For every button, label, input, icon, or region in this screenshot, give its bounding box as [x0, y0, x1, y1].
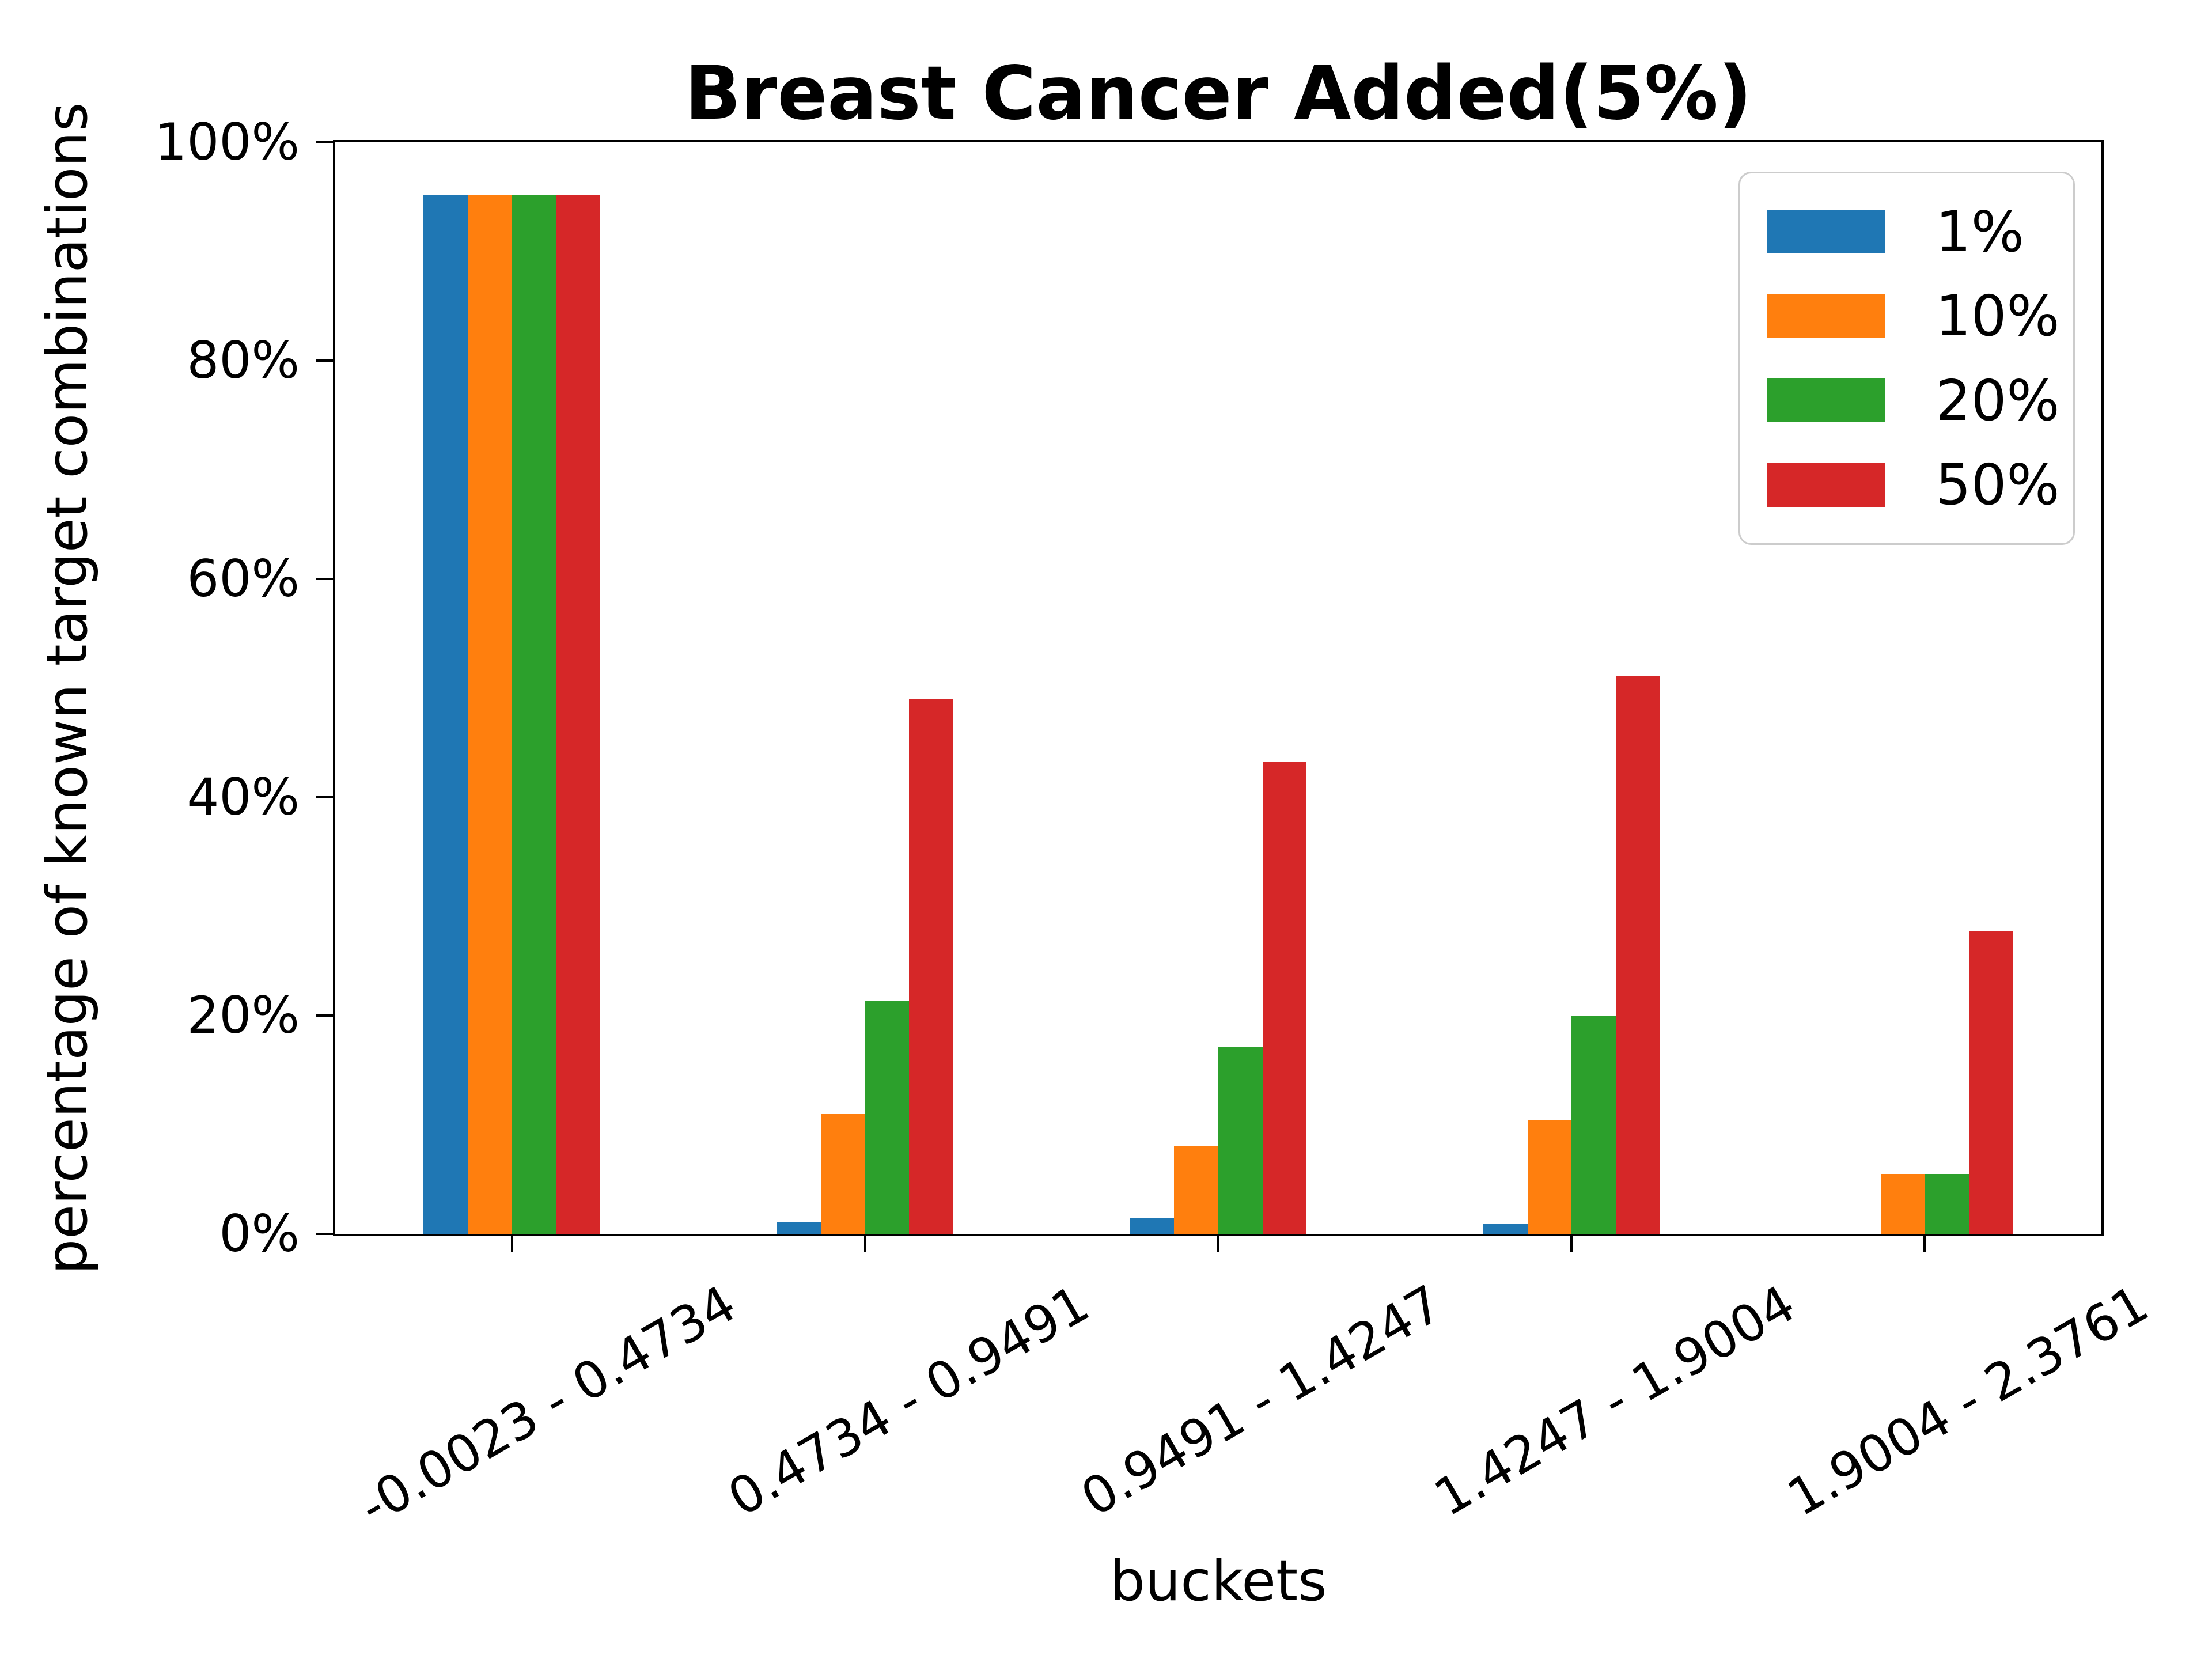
legend-swatch-icon — [1767, 463, 1885, 507]
legend-item: 20% — [1767, 368, 2060, 433]
legend-label: 1% — [1936, 199, 2024, 264]
bar-20%-cat0 — [512, 194, 556, 1234]
x-tick-mark — [510, 1234, 513, 1252]
y-tick-mark — [316, 141, 335, 143]
legend-label: 50% — [1936, 452, 2060, 518]
bar-20%-cat4 — [1925, 1173, 1969, 1234]
bar-1%-cat2 — [1130, 1218, 1175, 1234]
bar-20%-cat2 — [1218, 1047, 1263, 1234]
y-axis-label: percentage of known target combinations — [35, 102, 100, 1275]
bar-50%-cat2 — [1262, 762, 1307, 1234]
x-axis-label: buckets — [1109, 1548, 1327, 1613]
y-tick-label: 20% — [187, 986, 300, 1045]
bar-10%-cat3 — [1527, 1120, 1572, 1234]
bar-50%-cat3 — [1615, 676, 1660, 1234]
bar-50%-cat4 — [1969, 931, 2013, 1234]
bar-20%-cat1 — [865, 1001, 910, 1234]
legend: 1% 10% 20% 50% — [1738, 172, 2075, 545]
bar-10%-cat1 — [821, 1113, 865, 1234]
legend-swatch-icon — [1767, 210, 1885, 254]
y-tick-label: 40% — [187, 767, 300, 827]
y-tick-label: 80% — [187, 331, 300, 390]
x-tick-mark — [1923, 1234, 1926, 1252]
y-tick-mark — [316, 796, 335, 798]
bar-50%-cat1 — [909, 699, 954, 1234]
x-tick-mark — [1217, 1234, 1219, 1252]
y-tick-label: 0% — [219, 1204, 300, 1263]
y-tick-mark — [316, 1233, 335, 1235]
legend-swatch-icon — [1767, 294, 1885, 338]
y-tick-label: 100% — [154, 112, 300, 172]
legend-swatch-icon — [1767, 378, 1885, 423]
y-tick-mark — [316, 359, 335, 362]
bar-1%-cat1 — [777, 1222, 821, 1234]
legend-label: 20% — [1936, 368, 2060, 433]
bar-20%-cat3 — [1571, 1016, 1616, 1234]
bar-50%-cat0 — [556, 194, 600, 1234]
x-tick-mark — [1570, 1234, 1573, 1252]
legend-item: 10% — [1767, 283, 2060, 349]
x-tick-mark — [863, 1234, 866, 1252]
bar-10%-cat2 — [1174, 1146, 1218, 1234]
legend-item: 50% — [1767, 452, 2060, 517]
y-tick-label: 60% — [187, 549, 300, 608]
bar-10%-cat0 — [467, 194, 512, 1234]
legend-item: 1% — [1767, 199, 2047, 264]
y-tick-mark — [316, 578, 335, 580]
bar-1%-cat0 — [423, 194, 468, 1234]
legend-label: 10% — [1936, 283, 2060, 349]
chart-title: Breast Cancer Added(5%) — [684, 51, 1752, 137]
bar-1%-cat3 — [1483, 1224, 1528, 1234]
y-tick-mark — [316, 1014, 335, 1017]
bar-10%-cat4 — [1880, 1173, 1925, 1234]
